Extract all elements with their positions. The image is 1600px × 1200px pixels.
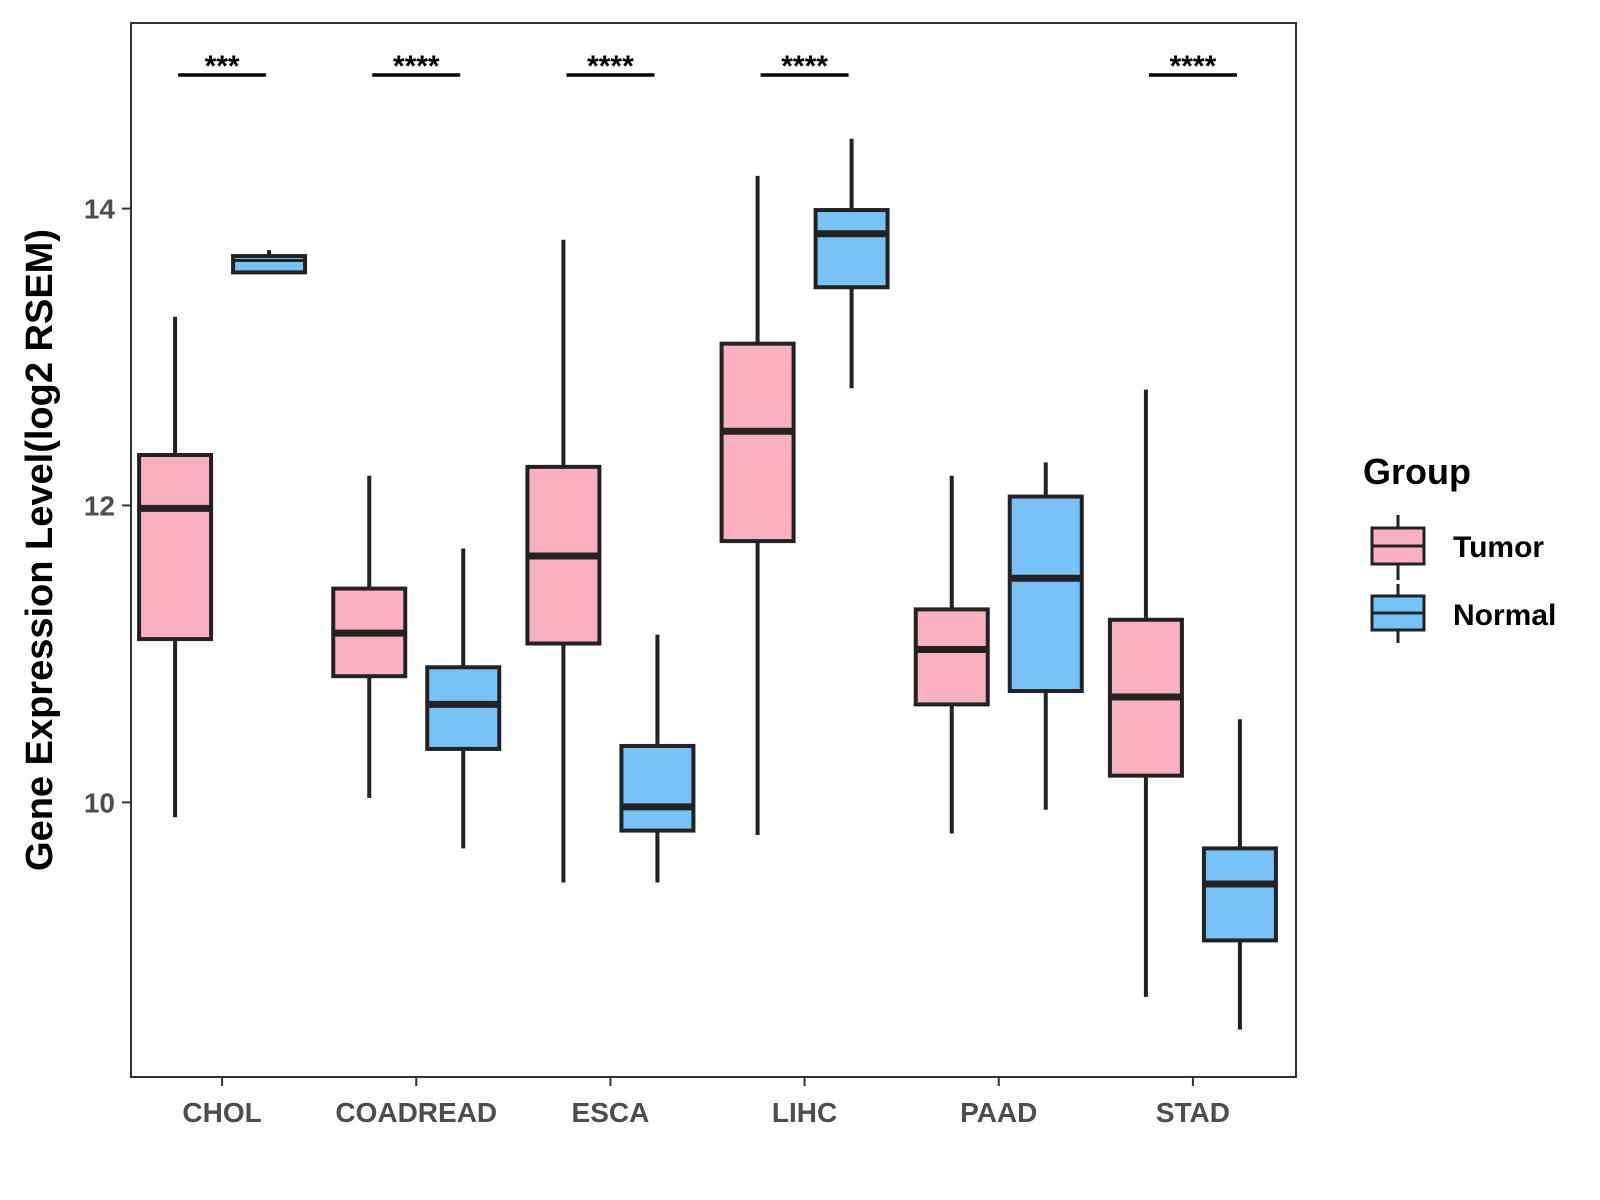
box-body-coadread-normal xyxy=(425,665,502,751)
box-body-paad-normal xyxy=(1007,494,1084,694)
legend-label-normal: Normal xyxy=(1453,599,1556,632)
box-lihc-tumor xyxy=(719,175,796,836)
y-axis-title: Gene Expression Level(log2 RSEM) xyxy=(19,229,61,871)
box-series xyxy=(137,138,1278,1030)
legend: Group Tumor Normal xyxy=(1363,451,1556,643)
y-axis: 10 12 14 xyxy=(84,194,131,818)
significance-label-coadread: **** xyxy=(393,50,440,83)
x-tick-label-coadread: COADREAD xyxy=(335,1097,497,1128)
box-coadread-tumor xyxy=(331,475,408,798)
box-coadread-normal xyxy=(425,548,502,849)
significance-label-lihc: **** xyxy=(781,50,828,83)
box-chol-normal xyxy=(231,250,308,275)
box-lihc-normal xyxy=(813,138,890,389)
x-tick-label-chol: CHOL xyxy=(182,1097,261,1128)
y-tick-label: 10 xyxy=(84,787,115,818)
plot-panel xyxy=(130,22,1297,1078)
x-tick-label-lihc: LIHC xyxy=(772,1097,837,1128)
box-esca-tumor xyxy=(525,239,602,883)
box-body-chol-normal xyxy=(231,254,308,275)
x-tick-label-stad: STAD xyxy=(1156,1097,1230,1128)
box-body-lihc-tumor xyxy=(719,341,796,544)
box-body-lihc-normal xyxy=(813,208,890,290)
box-body-chol-tumor xyxy=(137,452,214,642)
box-stad-tumor xyxy=(1107,389,1184,997)
legend-key-tumor xyxy=(1370,515,1426,580)
legend-title: Group xyxy=(1363,451,1471,492)
box-paad-tumor xyxy=(913,475,990,834)
x-tick-label-esca: ESCA xyxy=(572,1097,650,1128)
significance-label-chol: *** xyxy=(205,50,240,83)
box-body-stad-normal xyxy=(1201,846,1278,943)
box-esca-normal xyxy=(619,634,696,883)
significance-label-stad: **** xyxy=(1170,50,1217,83)
legend-label-tumor: Tumor xyxy=(1453,531,1544,564)
y-tick-label: 12 xyxy=(84,490,115,521)
x-tick-label-paad: PAAD xyxy=(960,1097,1037,1128)
legend-key-normal xyxy=(1370,584,1426,643)
x-axis: CHOL COADREAD ESCA LIHC PAAD STAD xyxy=(182,1077,1230,1128)
significance-annotations: *** **** **** **** **** xyxy=(178,50,1237,83)
box-chol-tumor xyxy=(137,316,214,818)
box-body-esca-normal xyxy=(619,743,696,833)
box-body-paad-tumor xyxy=(913,607,990,707)
y-tick-label: 14 xyxy=(84,194,116,225)
significance-label-esca: **** xyxy=(587,50,634,83)
box-stad-normal xyxy=(1201,719,1278,1030)
box-paad-normal xyxy=(1007,462,1084,810)
